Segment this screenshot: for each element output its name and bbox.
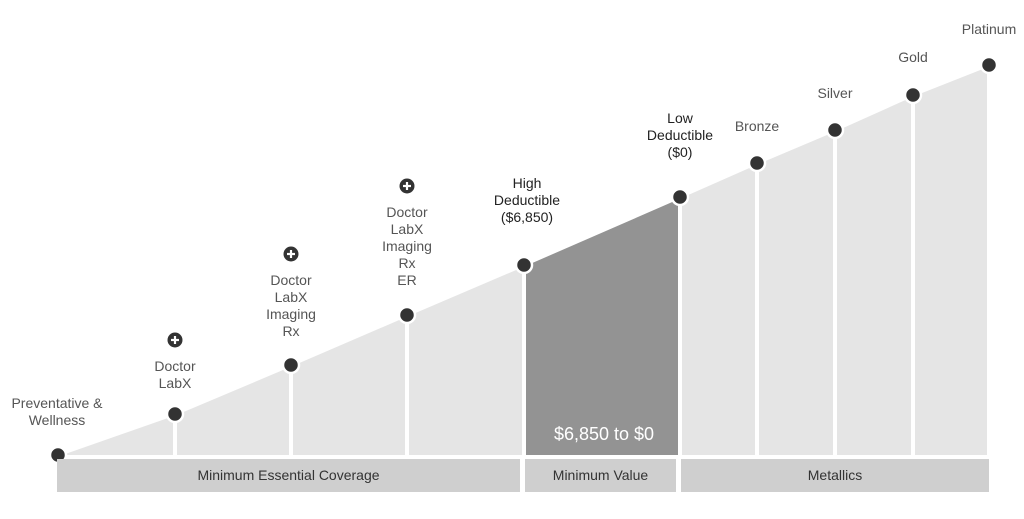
band-minimum-essential-coverage [57, 459, 520, 492]
level-label-line: Deductible [647, 127, 713, 143]
level-label-line: Low [667, 110, 694, 126]
level-label-line: Rx [282, 323, 299, 339]
level-label-line: Doctor [154, 358, 196, 374]
divider-layer [173, 65, 991, 455]
band-layer: Minimum Essential Coverage Minimum Value M… [57, 459, 989, 492]
level-label-line: Wellness [29, 412, 86, 428]
level-label-line: LabX [275, 289, 308, 305]
plus-icon [167, 332, 183, 348]
level-node-gold [903, 85, 923, 105]
minimum-value-area [524, 197, 680, 455]
level-node-doctor-labx-imaging-rx [281, 355, 301, 375]
level-label-doctor-labx-imaging-rx-er: Doctor LabX Imaging Rx ER [382, 204, 432, 288]
level-node-high-deductible [514, 255, 534, 275]
level-label-line: Deductible [494, 192, 560, 208]
level-label-line: High [513, 175, 542, 191]
band-label-metallics: Metallics [808, 467, 862, 483]
line-layer [57, 63, 990, 457]
level-label-line: ER [397, 272, 416, 288]
level-label-line: Preventative & [11, 395, 103, 411]
level-node-silver [825, 120, 845, 140]
level-label-bronze: Bronze [735, 118, 780, 134]
deductible-range-label: $6,850 to $0 [554, 424, 654, 444]
band-minimum-value [525, 459, 676, 492]
level-label-line: Doctor [386, 204, 428, 220]
plus-icon [283, 246, 299, 262]
level-node-bronze [747, 153, 767, 173]
level-label-line: ($6,850) [501, 209, 553, 225]
level-label-preventative: Preventative & Wellness [11, 395, 103, 428]
level-label-silver: Silver [817, 85, 852, 101]
level-label-line: Platinum [962, 21, 1016, 37]
plus-icon [399, 178, 415, 194]
band-label-minimum-value: Minimum Value [553, 467, 649, 483]
band-metallics [681, 459, 989, 492]
coverage-outline [57, 63, 990, 457]
level-label-line: Rx [398, 255, 415, 271]
level-label-line: Gold [898, 49, 928, 65]
level-label-gold: Gold [898, 49, 928, 65]
level-node-low-deductible [670, 187, 690, 207]
level-label-line: Imaging [382, 238, 432, 254]
level-label-line: LabX [391, 221, 424, 237]
level-label-line: Imaging [266, 306, 316, 322]
level-label-doctor-labx: Doctor LabX [154, 358, 196, 391]
level-label-line: LabX [159, 375, 192, 391]
level-label-line: Doctor [270, 272, 312, 288]
level-label-line: Silver [817, 85, 852, 101]
level-label-low-deductible: Low Deductible ($0) [647, 110, 713, 160]
level-label-high-deductible: High Deductible ($6,850) [494, 175, 560, 225]
level-label-line: Bronze [735, 118, 780, 134]
level-node-doctor-labx [165, 404, 185, 424]
level-node-platinum [979, 55, 999, 75]
level-label-platinum: Platinum [962, 21, 1016, 37]
level-label-line: ($0) [668, 144, 693, 160]
level-node-doctor-labx-imaging-rx-er [397, 305, 417, 325]
level-label-doctor-labx-imaging-rx: Doctor LabX Imaging Rx [266, 272, 316, 339]
band-label-minimum-essential-coverage: Minimum Essential Coverage [197, 467, 379, 483]
